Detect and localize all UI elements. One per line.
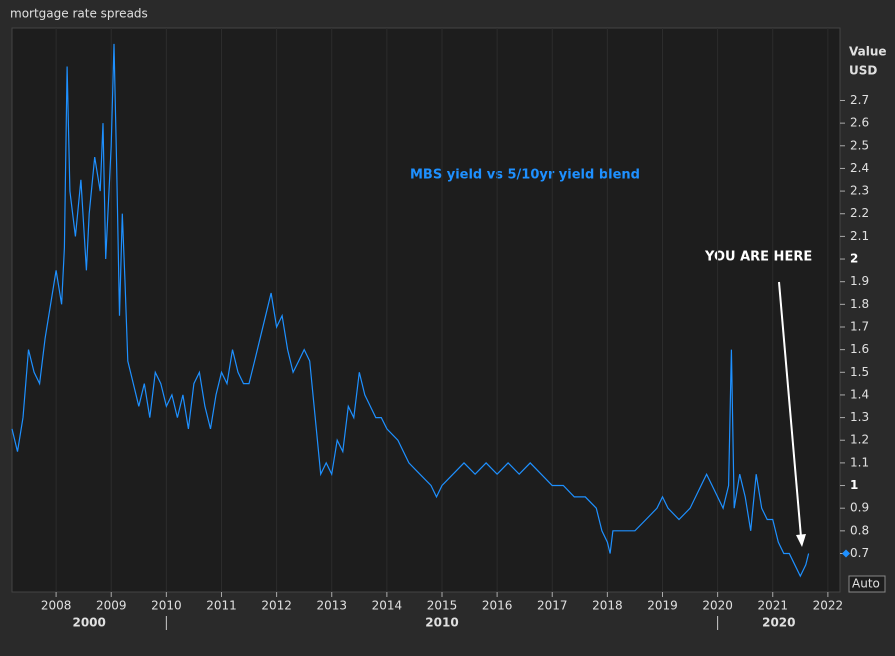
plot-area: [11, 27, 841, 593]
y-axis-label: USD: [849, 64, 877, 78]
y-tick-label: 2.3: [850, 184, 869, 198]
y-tick-label: 2: [850, 252, 858, 266]
x-tick-label: 2022: [813, 599, 844, 613]
y-tick-label: 1.3: [850, 410, 869, 424]
y-tick-label: 0.7: [850, 546, 869, 560]
decade-label: 2010: [425, 616, 458, 630]
y-tick-label: 0.8: [850, 523, 869, 537]
x-tick-label: 2012: [261, 599, 292, 613]
y-tick-label: 2.7: [850, 93, 869, 107]
y-tick-label: 1.4: [850, 387, 869, 401]
x-tick-label: 2009: [96, 599, 127, 613]
x-tick-label: 2021: [757, 599, 788, 613]
y-tick-label: 1.8: [850, 297, 869, 311]
decade-label: 2000: [72, 616, 105, 630]
x-tick-label: 2018: [592, 599, 623, 613]
y-tick-label: 1.5: [850, 365, 869, 379]
y-tick-label: 0.9: [850, 501, 869, 515]
y-tick-label: 2.6: [850, 116, 869, 130]
y-tick-label: 2.5: [850, 138, 869, 152]
y-tick-label: 1.9: [850, 274, 869, 288]
y-tick-label: 1.1: [850, 455, 869, 469]
x-tick-label: 2015: [427, 599, 458, 613]
x-tick-label: 2011: [206, 599, 237, 613]
y-tick-label: 2.2: [850, 206, 869, 220]
x-tick-label: 2019: [647, 599, 678, 613]
decade-label: 2020: [762, 616, 795, 630]
arrow-shaft: [778, 281, 802, 538]
x-tick-label: 2010: [151, 599, 182, 613]
y-tick-label: 1: [850, 478, 858, 492]
y-tick-label: 1.2: [850, 433, 869, 447]
y-tick-label: 2.1: [850, 229, 869, 243]
y-tick-label: 1.6: [850, 342, 869, 356]
x-tick-label: 2013: [316, 599, 347, 613]
auto-button[interactable]: [848, 575, 886, 593]
y-tick-label: 1.7: [850, 319, 869, 333]
chart-title: mortgage rate spreads: [10, 7, 148, 21]
x-tick-label: 2016: [482, 599, 513, 613]
auto-button-label[interactable]: Auto: [852, 577, 880, 591]
you-are-here: YOU ARE HERE: [704, 250, 812, 265]
y-axis-label: Value: [849, 45, 887, 59]
last-value-marker: [842, 549, 850, 558]
series-line: [11, 43, 810, 578]
x-tick-label: 2020: [702, 599, 733, 613]
arrow-head: [796, 534, 806, 547]
x-tick-label: 2008: [41, 599, 72, 613]
series-annotation: MBS yield vs 5/10yr yield blend: [410, 168, 640, 183]
y-tick-label: 2.4: [850, 161, 869, 175]
x-tick-label: 2017: [537, 599, 568, 613]
x-tick-label: 2014: [372, 599, 403, 613]
